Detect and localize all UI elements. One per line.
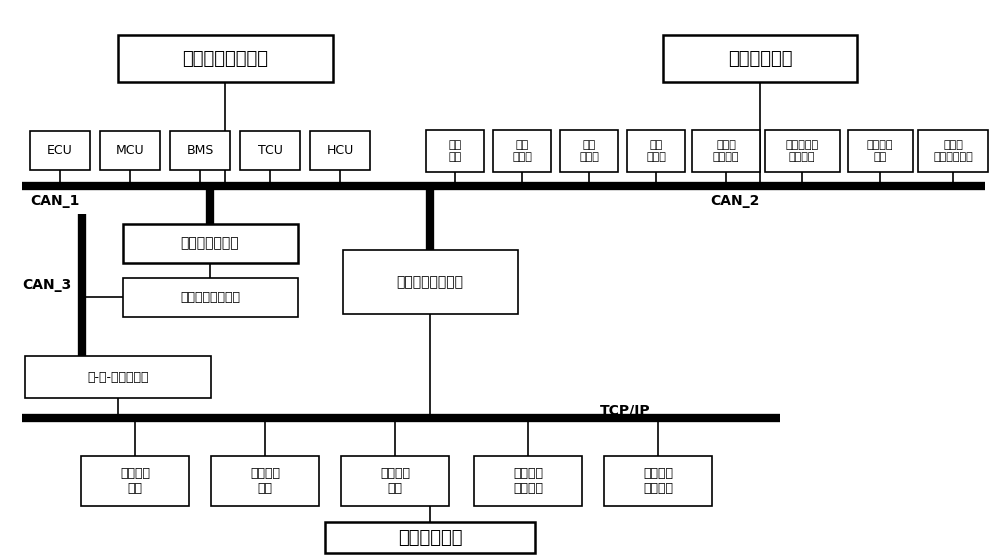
FancyBboxPatch shape xyxy=(627,130,685,172)
Text: 台架
测控: 台架 测控 xyxy=(448,140,462,162)
FancyBboxPatch shape xyxy=(474,456,582,506)
FancyBboxPatch shape xyxy=(692,130,760,172)
FancyBboxPatch shape xyxy=(604,456,712,506)
FancyBboxPatch shape xyxy=(122,278,298,317)
Text: 瞬时
油耗仪: 瞬时 油耗仪 xyxy=(579,140,599,162)
Text: 发动机
水温控制: 发动机 水温控制 xyxy=(713,140,739,162)
Text: 外部网络
访问接口: 外部网络 访问接口 xyxy=(643,467,673,495)
FancyBboxPatch shape xyxy=(118,35,332,82)
FancyBboxPatch shape xyxy=(30,131,90,170)
Text: 电机水温
控制: 电机水温 控制 xyxy=(867,140,893,162)
FancyBboxPatch shape xyxy=(560,130,618,172)
FancyBboxPatch shape xyxy=(81,456,189,506)
FancyBboxPatch shape xyxy=(342,250,518,314)
Text: TCP/IP: TCP/IP xyxy=(600,404,651,418)
Text: 人-车-路模拟系统: 人-车-路模拟系统 xyxy=(87,371,149,384)
Text: 优化标定
单元: 优化标定 单元 xyxy=(380,467,410,495)
Text: 实验数据
管理系统: 实验数据 管理系统 xyxy=(513,467,543,495)
Text: 电力测功机系统: 电力测功机系统 xyxy=(181,236,239,250)
Text: 数据监控
单元: 数据监控 单元 xyxy=(250,467,280,495)
Text: 运行保障系统: 运行保障系统 xyxy=(728,50,792,68)
Text: ECU: ECU xyxy=(47,144,73,158)
Text: CAN_3: CAN_3 xyxy=(22,278,71,292)
Text: 直流
电源柜: 直流 电源柜 xyxy=(646,140,666,162)
FancyBboxPatch shape xyxy=(918,130,988,172)
FancyBboxPatch shape xyxy=(170,131,230,170)
Text: TCU: TCU xyxy=(258,144,282,158)
Text: 功率
分析仪: 功率 分析仪 xyxy=(512,140,532,162)
Text: 电力测功机控制器: 电力测功机控制器 xyxy=(180,291,240,304)
Text: MCU: MCU xyxy=(116,144,144,158)
FancyBboxPatch shape xyxy=(310,131,370,170)
FancyBboxPatch shape xyxy=(662,35,857,82)
FancyBboxPatch shape xyxy=(848,130,913,172)
FancyBboxPatch shape xyxy=(325,522,535,553)
FancyBboxPatch shape xyxy=(211,456,319,506)
FancyBboxPatch shape xyxy=(100,131,160,170)
Text: 实验管理
单元: 实验管理 单元 xyxy=(120,467,150,495)
Text: 高级管理系统: 高级管理系统 xyxy=(398,529,462,547)
Text: BMS: BMS xyxy=(186,144,214,158)
Text: 混合动力总成系统: 混合动力总成系统 xyxy=(182,50,268,68)
Text: CAN_1: CAN_1 xyxy=(30,194,79,209)
Text: 综合信息采集单元: 综合信息采集单元 xyxy=(396,275,464,290)
Text: 发动机机油
温度控制: 发动机机油 温度控制 xyxy=(785,140,819,162)
Text: HCU: HCU xyxy=(326,144,354,158)
FancyBboxPatch shape xyxy=(26,357,210,398)
FancyBboxPatch shape xyxy=(493,130,551,172)
FancyBboxPatch shape xyxy=(341,456,449,506)
FancyBboxPatch shape xyxy=(122,224,298,263)
Text: 发动机
中冷温度控制: 发动机 中冷温度控制 xyxy=(933,140,973,162)
Text: CAN_2: CAN_2 xyxy=(710,194,759,209)
FancyBboxPatch shape xyxy=(240,131,300,170)
FancyBboxPatch shape xyxy=(765,130,840,172)
FancyBboxPatch shape xyxy=(426,130,484,172)
